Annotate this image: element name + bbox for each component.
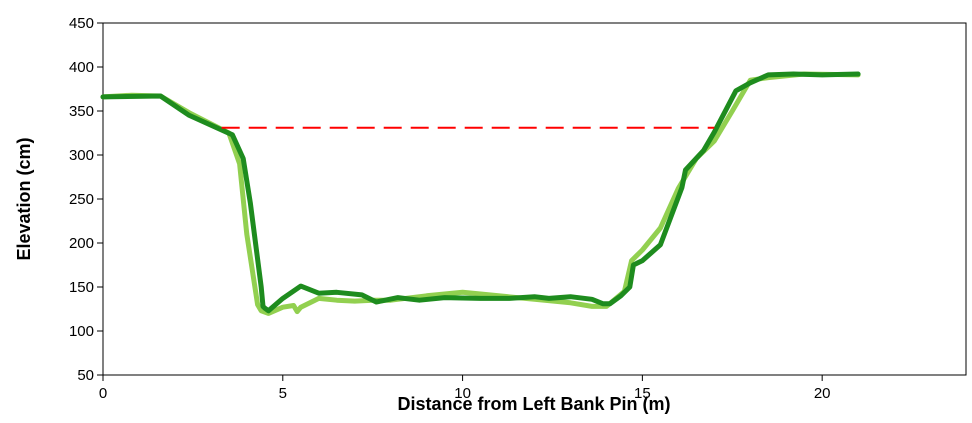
x-tick-label: 0 xyxy=(99,385,107,402)
series-line-2 xyxy=(100,71,861,314)
x-tick-label: 20 xyxy=(814,385,831,402)
x-tick-label: 10 xyxy=(454,385,471,402)
y-tick-label: 150 xyxy=(69,279,94,296)
plot-area xyxy=(102,22,967,376)
y-tick-label: 300 xyxy=(69,147,94,164)
axis-layer: 50 100 150 200 250 300 350 400 450 0 5 10 15 20 xyxy=(69,15,831,402)
y-tick-label: 200 xyxy=(69,235,94,252)
y-axis-title: Elevation (cm) xyxy=(14,137,34,260)
y-tick-label: 450 xyxy=(69,15,94,32)
data-layer xyxy=(100,71,861,316)
y-tick-label: 350 xyxy=(69,103,94,120)
x-tick-label: 15 xyxy=(634,385,651,402)
x-axis-title: Distance from Left Bank Pin (m) xyxy=(397,394,670,414)
y-tick-label: 400 xyxy=(69,59,94,76)
y-tick-label: 50 xyxy=(77,367,94,384)
x-tick-label: 5 xyxy=(279,385,287,402)
y-tick-label: 250 xyxy=(69,191,94,208)
y-tick-label: 100 xyxy=(69,323,94,340)
